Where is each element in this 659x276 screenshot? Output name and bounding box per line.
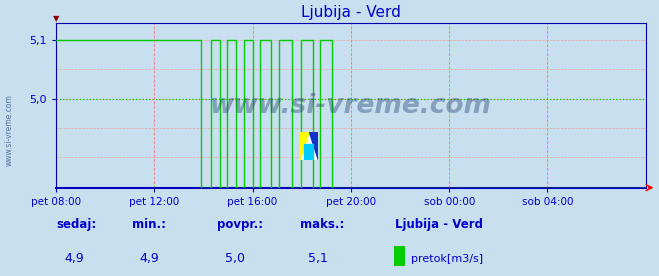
Text: sedaj:: sedaj: bbox=[56, 218, 96, 231]
Text: ▼: ▼ bbox=[53, 14, 59, 23]
Polygon shape bbox=[304, 144, 313, 160]
Text: 4,9: 4,9 bbox=[64, 252, 84, 265]
Text: povpr.:: povpr.: bbox=[217, 218, 264, 231]
Text: www.si-vreme.com: www.si-vreme.com bbox=[210, 92, 492, 119]
Text: min.:: min.: bbox=[132, 218, 166, 231]
Text: pretok[m3/s]: pretok[m3/s] bbox=[411, 254, 482, 264]
Text: Ljubija - Verd: Ljubija - Verd bbox=[395, 218, 484, 231]
Text: 5,0: 5,0 bbox=[225, 252, 245, 265]
Text: 4,9: 4,9 bbox=[140, 252, 159, 265]
Text: 5,1: 5,1 bbox=[308, 252, 328, 265]
Polygon shape bbox=[309, 132, 318, 160]
Text: www.si-vreme.com: www.si-vreme.com bbox=[5, 94, 14, 166]
Title: Ljubija - Verd: Ljubija - Verd bbox=[301, 4, 401, 20]
Text: maks.:: maks.: bbox=[300, 218, 344, 231]
Polygon shape bbox=[300, 132, 309, 160]
